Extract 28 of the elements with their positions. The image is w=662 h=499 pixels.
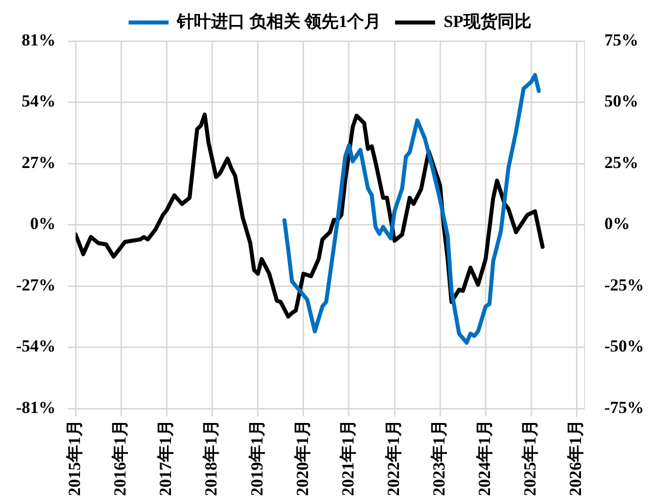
x-tick-label: 2015年1月 <box>65 420 84 496</box>
y2-tick-label: 75% <box>604 30 638 50</box>
x-tick-label: 2023年1月 <box>429 420 448 496</box>
x-tick-label: 2022年1月 <box>384 420 403 496</box>
y2-tick-label: -50% <box>604 336 644 356</box>
x-tick-label: 2021年1月 <box>338 420 358 496</box>
y-tick-label: 54% <box>22 92 56 111</box>
x-tick-label: 2016年1月 <box>110 420 130 496</box>
y-tick-label: -54% <box>16 336 56 356</box>
y2-tick-label: -75% <box>604 398 644 417</box>
x-tick-label: 2025年1月 <box>520 420 540 496</box>
y-tick-label: -27% <box>16 275 56 294</box>
y-tick-label: 81% <box>22 30 56 50</box>
x-tick-label: 2024年1月 <box>475 420 494 496</box>
y2-tick-label: -25% <box>604 275 644 294</box>
x-tick-label: 2018年1月 <box>202 420 221 496</box>
y-tick-label: 0% <box>30 214 56 234</box>
x-tick-label: 2020年1月 <box>292 420 312 496</box>
y2-tick-label: 0% <box>604 214 630 234</box>
x-tick-label: 2026年1月 <box>566 420 586 496</box>
y-tick-label: 27% <box>22 152 56 172</box>
y-tick-label: -81% <box>16 398 56 417</box>
x-tick-label: 2017年1月 <box>156 420 176 496</box>
y2-tick-label: 25% <box>604 152 638 172</box>
y2-tick-label: 50% <box>604 92 638 111</box>
legend-label: SP现货同比 <box>444 12 532 31</box>
legend-label: 针叶进口 负相关 领先1个月 <box>176 12 382 31</box>
x-tick-label: 2019年1月 <box>247 420 266 496</box>
